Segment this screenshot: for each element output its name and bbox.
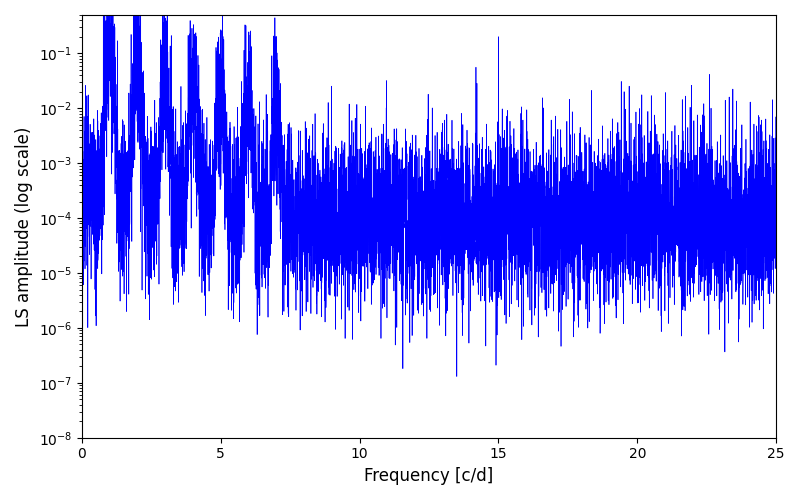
Y-axis label: LS amplitude (log scale): LS amplitude (log scale) bbox=[15, 126, 33, 326]
X-axis label: Frequency [c/d]: Frequency [c/d] bbox=[364, 467, 494, 485]
